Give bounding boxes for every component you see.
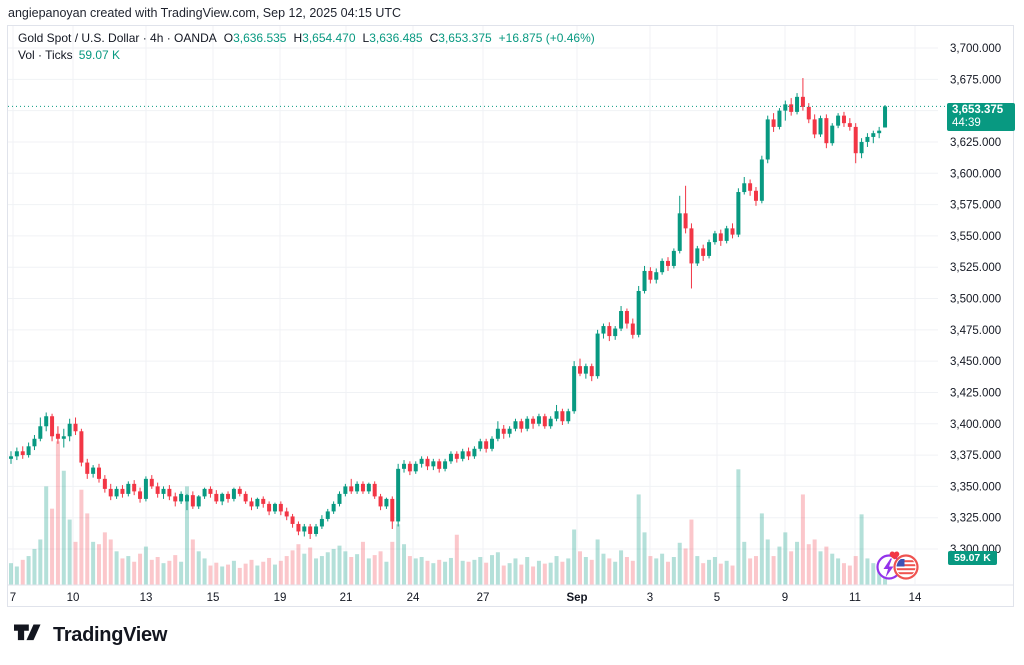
svg-text:5: 5 [714, 592, 720, 604]
volume-label[interactable]: Vol · Ticks [18, 48, 73, 62]
chart-grid [8, 26, 1014, 586]
chart-frame [7, 25, 1014, 607]
attribution-text: angiepanoyan created with TradingView.co… [8, 6, 402, 20]
last-price-value: 3,653.375 [952, 104, 1004, 116]
svg-text:11: 11 [849, 592, 861, 604]
svg-text:3,400.000: 3,400.000 [950, 419, 1001, 431]
open-value: 3,636.535 [233, 31, 287, 45]
svg-text:Sep: Sep [566, 592, 587, 604]
svg-text:24: 24 [407, 592, 420, 604]
price-axis[interactable]: 3,700.0003,675.0003,650.0003,625.0003,60… [950, 43, 1001, 556]
svg-text:3,600.000: 3,600.000 [950, 168, 1001, 180]
svg-text:3,700.000: 3,700.000 [950, 43, 1001, 55]
high-label: H [293, 31, 303, 45]
svg-text:15: 15 [207, 592, 220, 604]
candle-series [9, 78, 888, 539]
svg-text:27: 27 [477, 592, 490, 604]
last-price-badge: 3,653.375 44:39 [947, 103, 1015, 131]
symbol-legend: Gold Spot / U.S. Dollar · 4h · OANDA O3,6… [18, 30, 595, 63]
legend-row-volume: Vol · Ticks 59.07 K [18, 47, 595, 63]
svg-text:3,675.000: 3,675.000 [950, 74, 1001, 86]
legend-row-symbol: Gold Spot / U.S. Dollar · 4h · OANDA O3,6… [18, 30, 595, 46]
volume-histogram [9, 441, 888, 585]
svg-text:3,575.000: 3,575.000 [950, 200, 1001, 212]
svg-text:3,450.000: 3,450.000 [950, 356, 1001, 368]
event-icons-group [876, 551, 919, 580]
svg-text:3,525.000: 3,525.000 [950, 262, 1001, 274]
svg-text:3,475.000: 3,475.000 [950, 325, 1001, 337]
close-label: C [429, 31, 439, 45]
us-flag-event-icon[interactable] [893, 554, 919, 580]
volume-badge: 59.07 K [948, 551, 997, 565]
time-axis[interactable]: 7 10 13 15 19 21 24 27 Sep 3 5 9 11 14 [10, 592, 922, 604]
volume-value: 59.07 K [78, 48, 121, 62]
svg-text:3,350.000: 3,350.000 [950, 481, 1001, 493]
tradingview-logo[interactable]: TradingView [14, 623, 167, 647]
svg-text:19: 19 [274, 592, 287, 604]
svg-text:3,500.000: 3,500.000 [950, 294, 1001, 306]
svg-text:14: 14 [909, 592, 922, 604]
svg-text:3: 3 [647, 592, 653, 604]
svg-text:3,325.000: 3,325.000 [950, 513, 1001, 525]
svg-text:3,625.000: 3,625.000 [950, 137, 1001, 149]
close-value: 3,653.375 [438, 31, 492, 45]
svg-text:3,550.000: 3,550.000 [950, 231, 1001, 243]
svg-text:21: 21 [340, 592, 353, 604]
low-value: 3,636.485 [369, 31, 423, 45]
svg-text:13: 13 [140, 592, 153, 604]
symbol-title[interactable]: Gold Spot / U.S. Dollar · 4h · OANDA [18, 31, 217, 45]
tradingview-logo-text: TradingView [53, 623, 168, 646]
change-value: +16.875 (+0.46%) [498, 31, 595, 45]
svg-text:7: 7 [10, 592, 16, 604]
bar-countdown: 44:39 [952, 117, 981, 129]
svg-text:9: 9 [782, 592, 788, 604]
svg-text:3,375.000: 3,375.000 [950, 450, 1001, 462]
open-label: O [223, 31, 234, 45]
tradingview-logo-icon [14, 624, 41, 641]
high-value: 3,654.470 [302, 31, 356, 45]
svg-text:10: 10 [67, 592, 80, 604]
svg-text:3,425.000: 3,425.000 [950, 387, 1001, 399]
low-label: L [362, 31, 370, 45]
